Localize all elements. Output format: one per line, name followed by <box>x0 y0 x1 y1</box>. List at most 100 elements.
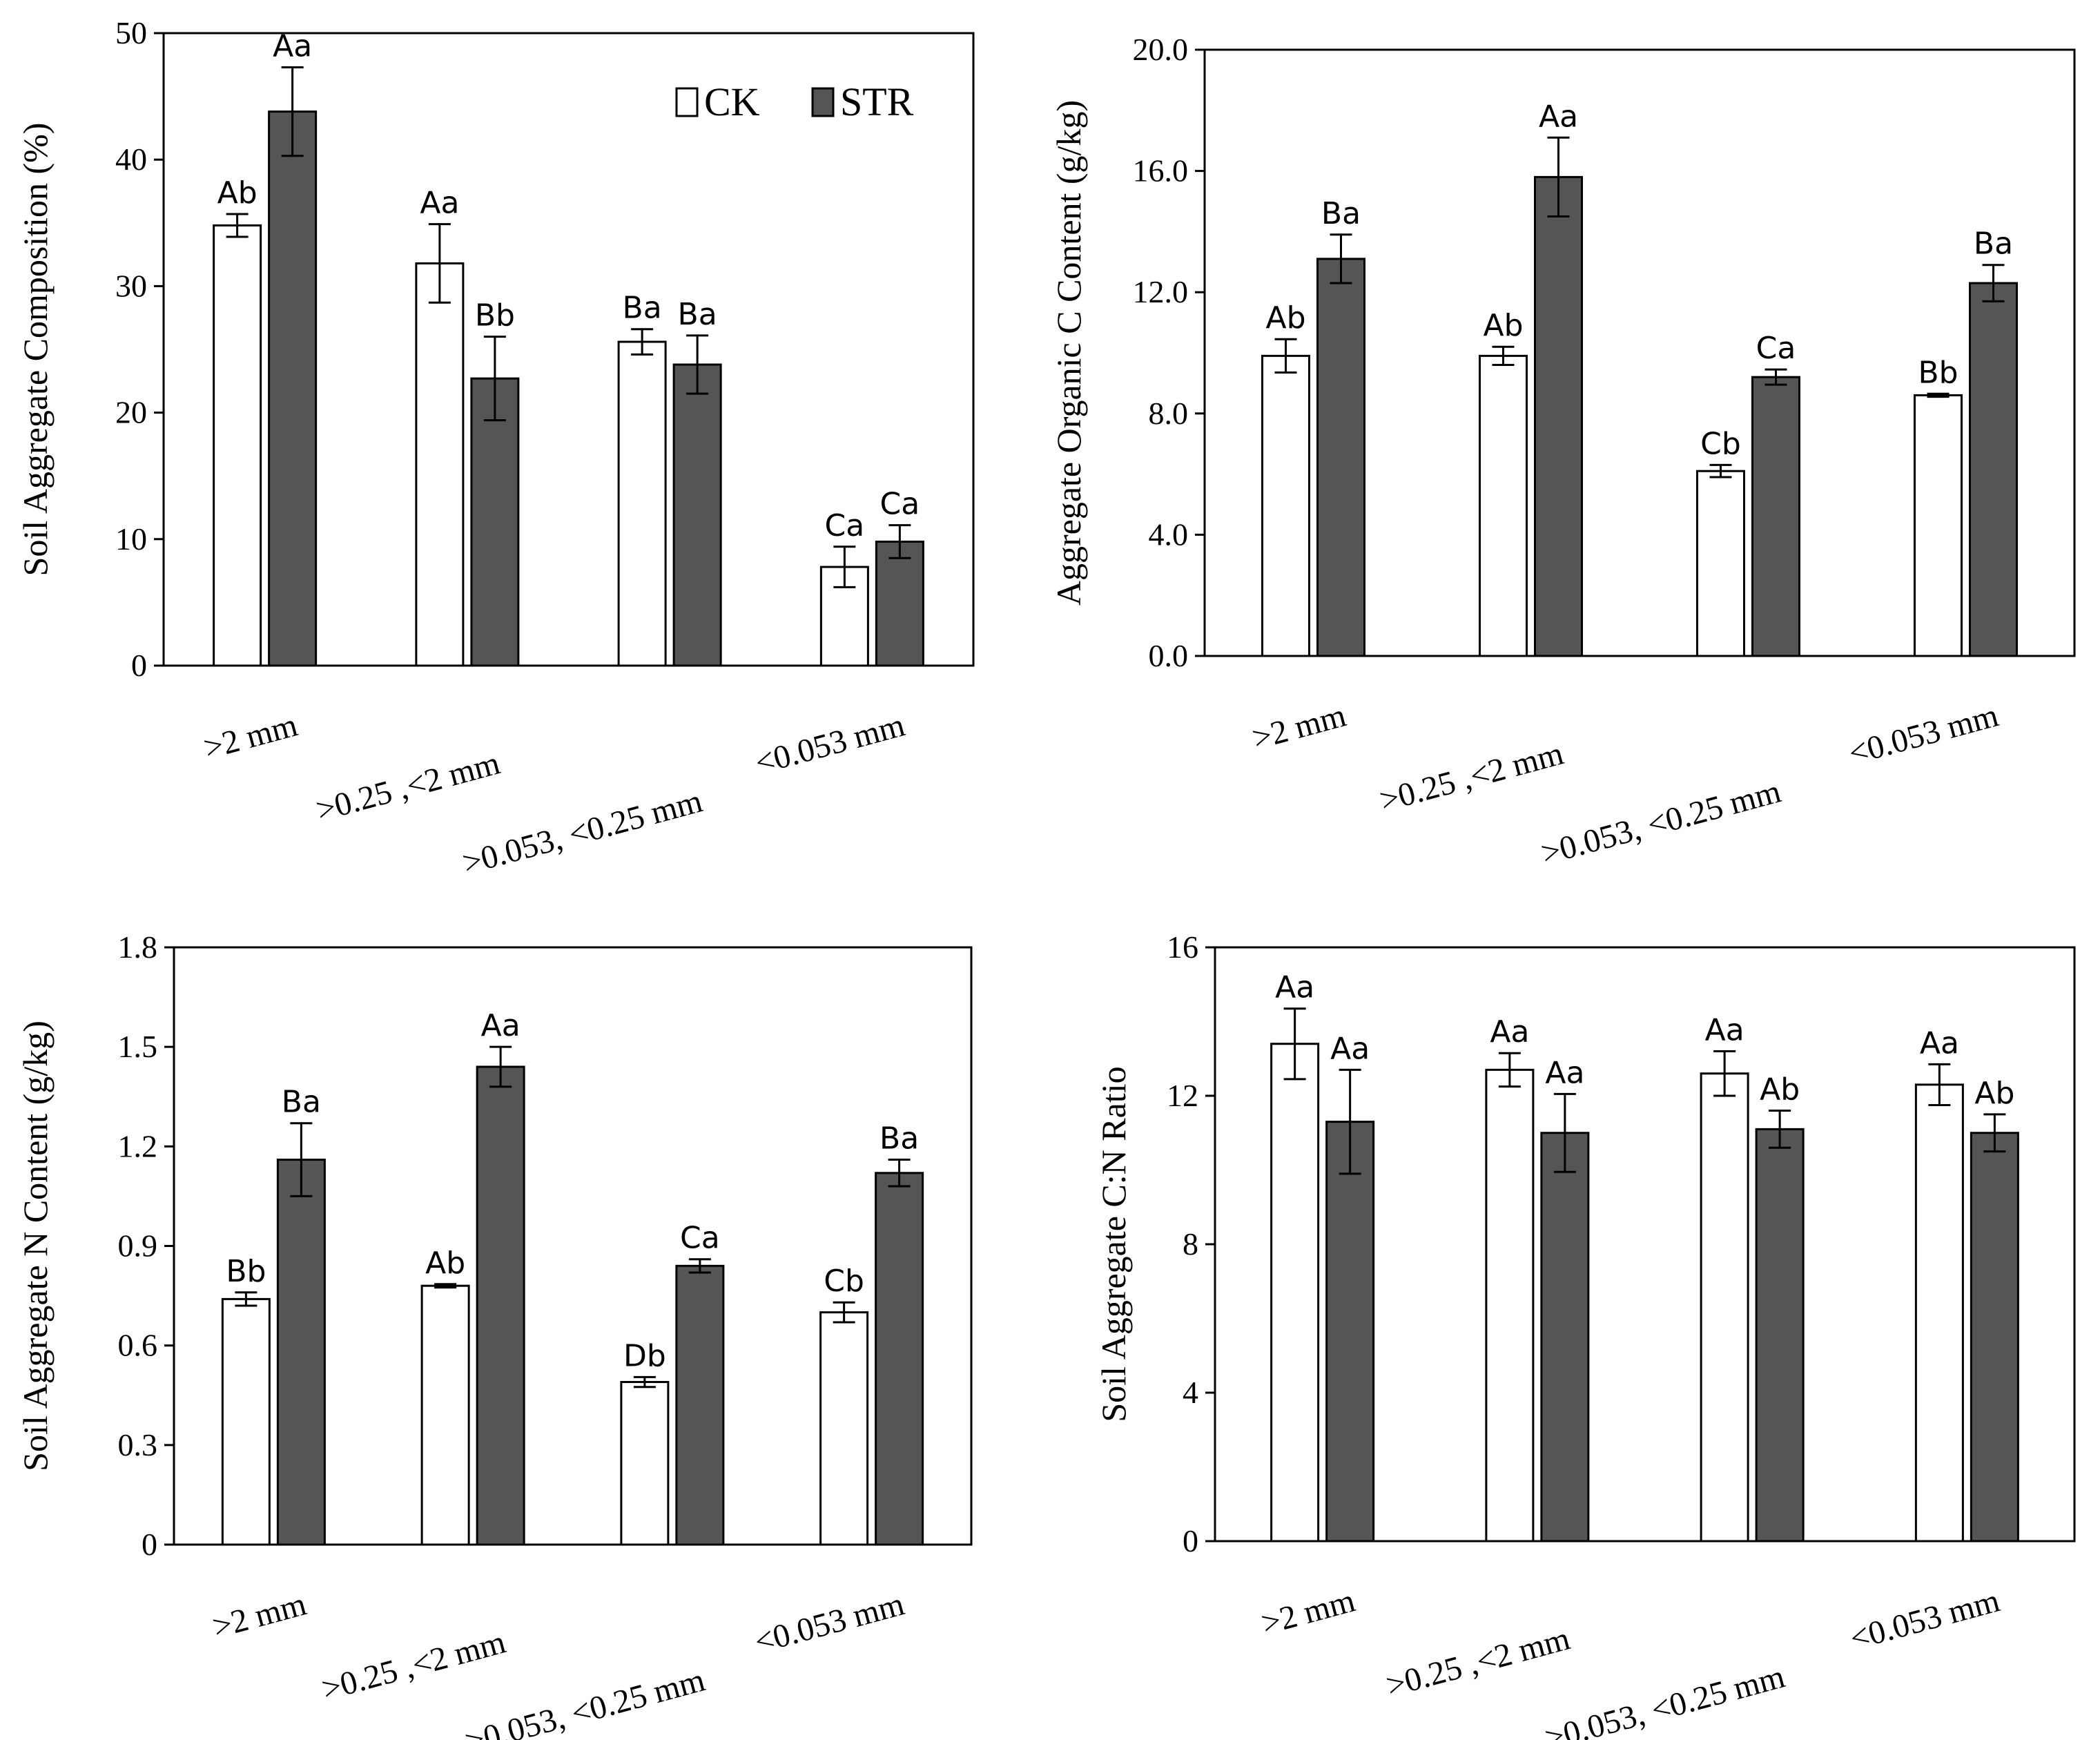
bar-str <box>1755 1128 1805 1543</box>
y-tick-label: 1.2 <box>118 1128 158 1163</box>
significance-label: Ab <box>425 1246 465 1281</box>
x-tick-label: <0.053 mm <box>1845 697 2002 772</box>
y-tick-label: 1.5 <box>118 1029 158 1064</box>
bar-ck <box>1485 1068 1535 1543</box>
y-tick-label: 0.9 <box>118 1228 158 1264</box>
significance-label: Ca <box>825 508 865 543</box>
y-tick-label: 0.0 <box>1149 638 1189 673</box>
bar-str <box>875 540 924 667</box>
bar-str <box>1534 175 1583 657</box>
bar-str <box>1969 282 2018 657</box>
x-tick-label: >2 mm <box>200 706 302 766</box>
x-tick-label: >2 mm <box>1258 1582 1359 1642</box>
bar-str <box>1316 258 1365 657</box>
significance-label: Ba <box>678 297 717 332</box>
y-tick-label: 16 <box>1167 929 1198 965</box>
significance-label: Aa <box>1275 970 1314 1005</box>
significance-label: Ba <box>1321 196 1361 231</box>
significance-label: Ab <box>1483 308 1523 343</box>
bar-ck <box>1270 1043 1320 1543</box>
plot-frame <box>162 32 975 667</box>
legend-label-ck: CK <box>704 79 760 124</box>
y-tick-label: 50 <box>115 15 147 50</box>
x-tick-label: >0.25 ,<2 mm <box>1376 735 1567 819</box>
significance-label: Aa <box>1330 1031 1370 1066</box>
x-tick-label: >0.053, <0.25 mm <box>459 782 706 882</box>
bar-ck <box>819 1311 869 1546</box>
bar-str <box>276 1159 326 1546</box>
bar-ck <box>1261 354 1310 657</box>
bar-ck <box>213 224 262 667</box>
significance-label: Ca <box>680 1221 720 1256</box>
y-tick-label: 0.6 <box>118 1328 158 1363</box>
significance-label: Ba <box>623 291 662 326</box>
legend: CK STR <box>675 79 914 124</box>
bar-ck <box>617 340 667 667</box>
y-tick-label: 0 <box>142 1527 157 1562</box>
bar-ck <box>1479 354 1528 657</box>
significance-label: Bb <box>226 1254 266 1289</box>
bar-ck <box>1914 394 1963 657</box>
bar-ck <box>1700 1072 1749 1543</box>
y-tick-label: 20 <box>115 395 147 430</box>
significance-label: Ab <box>1265 300 1305 336</box>
bar-str <box>1325 1121 1375 1543</box>
bar-ck <box>415 262 465 667</box>
plot-frame <box>1203 48 2076 657</box>
bar-str <box>1540 1132 1590 1543</box>
significance-label: Aa <box>273 28 312 64</box>
y-tick-label: 8.0 <box>1149 396 1189 431</box>
panel-n-content: 0 0.3 0.6 0.9 1.2 1.5 1.8 Soil Aggregate N Cont… <box>16 929 973 1740</box>
x-tick-label: <0.053 mm <box>751 706 908 782</box>
significance-label: Ca <box>880 487 920 522</box>
bar-str <box>1970 1132 2019 1543</box>
legend-swatch-str <box>811 87 835 117</box>
bar-str <box>470 377 520 667</box>
significance-label: Cb <box>1700 426 1741 461</box>
significance-label: Aa <box>1545 1055 1584 1090</box>
x-tick-label: >0.25 ,<2 mm <box>312 744 503 829</box>
y-axis-label: Soil Aggregate N Content (g/kg) <box>16 1021 55 1471</box>
bar-ck <box>1696 470 1745 657</box>
significance-label: Cb <box>824 1264 864 1299</box>
bar-ck <box>221 1297 271 1546</box>
x-tick-label: >0.053, <0.25 mm <box>461 1661 708 1740</box>
bar-str <box>875 1172 924 1546</box>
y-tick-label: 1.8 <box>118 929 158 965</box>
legend-label-str: STR <box>840 79 914 124</box>
significance-label: Db <box>623 1338 666 1373</box>
x-tick-label: >0.053, <0.25 mm <box>1537 773 1785 872</box>
y-tick-label: 20.0 <box>1133 32 1189 67</box>
significance-label: Bb <box>475 298 515 334</box>
significance-label: Aa <box>1539 99 1578 134</box>
bar-str <box>1751 376 1800 657</box>
y-tick-label: 12.0 <box>1133 274 1189 309</box>
bar-ck <box>620 1381 670 1546</box>
y-tick-label: 30 <box>115 268 147 303</box>
y-tick-label: 8 <box>1183 1226 1198 1262</box>
y-tick-label: 4 <box>1183 1375 1198 1410</box>
bar-ck <box>420 1284 470 1546</box>
significance-label: Aa <box>1705 1013 1744 1048</box>
significance-label: Bb <box>1918 355 1958 390</box>
x-tick-label: >2 mm <box>208 1585 310 1645</box>
significance-label: Ca <box>1756 331 1796 366</box>
significance-label: Aa <box>420 186 459 221</box>
x-tick-label: <0.053 mm <box>751 1585 908 1661</box>
bar-str <box>476 1065 525 1546</box>
significance-label: Aa <box>1490 1014 1529 1050</box>
significance-label: Ab <box>1760 1072 1800 1108</box>
y-tick-label: 0 <box>1183 1523 1198 1558</box>
y-tick-label: 10 <box>115 521 147 557</box>
significance-label: Ba <box>1974 226 2013 262</box>
legend-swatch-ck <box>675 87 699 117</box>
bar-str <box>675 1264 725 1546</box>
significance-label: Aa <box>1920 1025 1959 1061</box>
y-tick-label: 4.0 <box>1149 516 1189 552</box>
panel-cn-ratio: 0 4 8 12 16 Soil Aggregate C:N Ratio >2 mm >0.2… <box>1094 929 2076 1740</box>
y-axis-label: Soil Aggregate Composition (%) <box>16 123 55 577</box>
significance-label: Aa <box>481 1008 521 1043</box>
significance-label: Ab <box>217 175 257 211</box>
panel-organic-c-content: 0.0 4.0 8.0 12.0 16.0 20.0 Aggregate Organic C… <box>1049 32 2076 872</box>
